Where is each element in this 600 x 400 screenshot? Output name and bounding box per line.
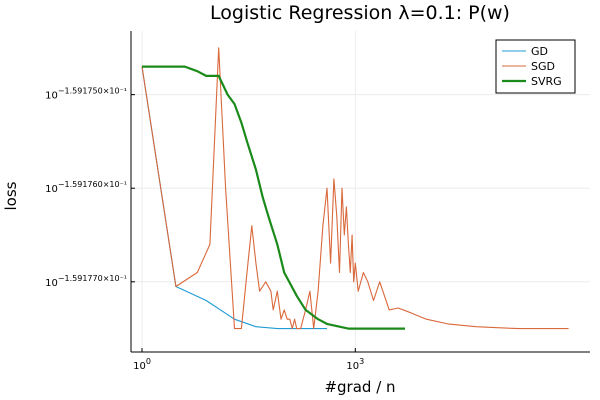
legend-label-svrg: SVRG — [531, 75, 562, 88]
series-line-gd — [141, 66, 327, 330]
chart-title: Logistic Regression λ=0.1: P(w) — [210, 2, 510, 24]
series-lines — [141, 47, 569, 330]
legend-label-gd: GD — [531, 45, 548, 58]
y-tick-label: 10−1.591760×10⁻¹ — [45, 180, 127, 195]
x-axis-label: #grad / n — [324, 378, 395, 396]
x-tick-label: 100 — [133, 357, 151, 372]
y-tick-label: 10−1.591750×10⁻¹ — [45, 87, 127, 102]
axes — [130, 31, 590, 353]
legend-label-sgd: SGD — [531, 60, 555, 73]
y-axis-label: loss — [2, 181, 20, 210]
series-line-sgd — [141, 47, 569, 330]
legend: GD SGD SVRG — [495, 39, 576, 94]
series-line-svrg — [142, 65, 405, 330]
y-tick-label: 10−1.591770×10⁻¹ — [45, 274, 127, 289]
tick-labels: 100 103 10−1.591750×10⁻¹ 10−1.591760×10⁻¹ 10… — [45, 87, 364, 372]
x-tick-label: 103 — [346, 357, 364, 372]
